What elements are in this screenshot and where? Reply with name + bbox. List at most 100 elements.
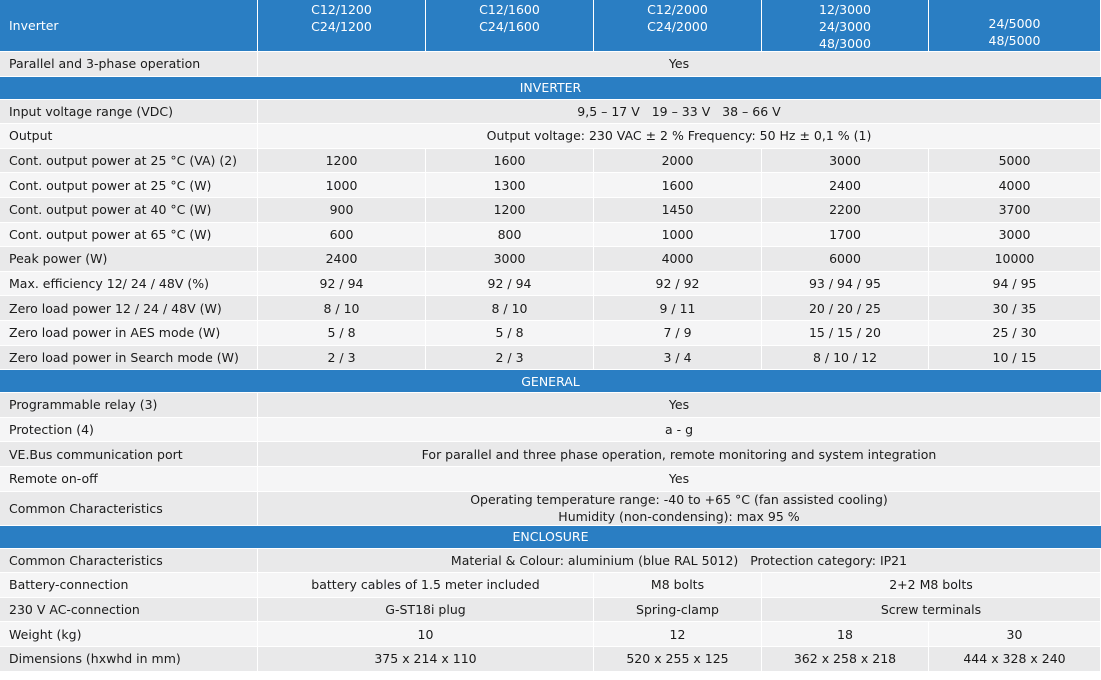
value-text: 1200 [493, 202, 526, 218]
row-label-text: Dimensions (hxwhd in mm) [9, 651, 181, 667]
value-cell: 5 / 8 [426, 321, 593, 345]
value-text: 2+2 M8 bolts [889, 577, 973, 593]
value-text: 10 / 15 [992, 349, 1037, 365]
model-name: C24/1600 [479, 19, 540, 34]
row-label-text: Output [9, 128, 53, 144]
row-label-text: Cont. output power at 25 °C (W) [9, 177, 212, 193]
value-cell: 92 / 94 [426, 271, 593, 296]
value-text: 6000 [829, 251, 861, 267]
model-header: 12/3000 24/3000 48/3000 [762, 0, 928, 51]
value-cell: 2 / 3 [426, 345, 593, 370]
value-text: 9 / 11 [659, 300, 696, 316]
value-text: 1600 [661, 177, 694, 193]
row-label: Battery-connection [0, 573, 257, 597]
value-cell: Yes [258, 393, 1100, 417]
section-header: ENCLOSURE [0, 525, 1101, 548]
value-cell: 1200 [426, 198, 593, 222]
row-label-text: Battery-connection [9, 577, 129, 593]
value-text: 1300 [493, 177, 526, 193]
value-cell: 4000 [929, 173, 1100, 197]
value-text: 3000 [998, 226, 1031, 242]
row-label-text: VE.Bus communication port [9, 446, 183, 462]
value-cell: 25 / 30 [929, 321, 1100, 345]
value-cell: 3000 [762, 148, 928, 173]
value-text: battery cables of 1.5 meter included [311, 577, 540, 593]
value-text: 444 x 328 x 240 [963, 651, 1066, 667]
value-cell: 2 / 3 [258, 345, 425, 370]
value-cell: 4000 [594, 247, 761, 271]
value-text: 1200 [325, 153, 358, 169]
value-cell: 7 / 9 [594, 321, 761, 345]
value-text: 2400 [325, 251, 358, 267]
value-text: 30 / 35 [992, 300, 1037, 316]
value-text: 93 / 94 / 95 [808, 276, 882, 292]
value-cell: 93 / 94 / 95 [762, 271, 928, 296]
value-cell: 8 / 10 [426, 296, 593, 320]
row-label-text: Programmable relay (3) [9, 397, 158, 413]
model-name: C24/2000 [647, 19, 708, 34]
model-name: C12/1200 [311, 2, 372, 17]
value-cell: 5000 [929, 148, 1100, 173]
row-label: Common Characteristics [0, 491, 257, 525]
value-cell: Yes [258, 52, 1100, 76]
value-cell: 2000 [594, 148, 761, 173]
value-cell: 800 [426, 222, 593, 247]
header-label: Inverter [0, 0, 257, 51]
value-text: 362 x 258 x 218 [793, 651, 897, 667]
value-text: 1600 [493, 153, 526, 169]
value-cell: 375 x 214 x 110 [258, 647, 593, 671]
value-text: 1000 [661, 226, 694, 242]
value-cell: 2200 [762, 198, 928, 222]
row-label-text: Common Characteristics [9, 552, 163, 568]
value-cell: 1600 [426, 148, 593, 173]
value-text: 1450 [661, 202, 694, 218]
row-label: Protection (4) [0, 417, 257, 442]
value-text: 18 [837, 626, 853, 642]
value-text: Yes [668, 397, 690, 413]
value-cell: 9,5 – 17 V 19 – 33 V 38 – 66 V [258, 99, 1100, 124]
value-cell: 444 x 328 x 240 [929, 647, 1100, 671]
value-text: 4000 [661, 251, 694, 267]
value-cell: 92 / 92 [594, 271, 761, 296]
value-cell: Yes [258, 467, 1100, 491]
value-text: Yes [668, 471, 690, 487]
value-text: 4000 [998, 177, 1031, 193]
value-text: 12 [669, 626, 686, 642]
value-cell: 10 / 15 [929, 345, 1100, 370]
row-label-text: Zero load power in Search mode (W) [9, 349, 239, 365]
model-name: C12/2000 [647, 2, 708, 17]
value-cell: 30 / 35 [929, 296, 1100, 320]
value-cell: For parallel and three phase operation, … [258, 442, 1100, 466]
value-cell: 520 x 255 x 125 [594, 647, 761, 671]
value-cell: 900 [258, 198, 425, 222]
value-text: 1700 [829, 226, 861, 242]
value-cell: G-ST18i plug [258, 597, 593, 622]
row-label: Zero load power in Search mode (W) [0, 345, 257, 370]
row-label: Max. efficiency 12/ 24 / 48V (%) [0, 271, 257, 296]
value-cell: Operating temperature range: -40 to +65 … [258, 491, 1100, 525]
value-text: 94 / 95 [992, 276, 1037, 292]
value-text: 520 x 255 x 125 [626, 651, 729, 667]
value-cell: 3 / 4 [594, 345, 761, 370]
value-cell: 1700 [762, 222, 928, 247]
value-cell: 20 / 20 / 25 [762, 296, 928, 320]
row-label-text: Weight (kg) [9, 626, 82, 642]
header-text: Inverter [9, 18, 59, 33]
value-text: Screw terminals [880, 602, 982, 618]
row-label: Cont. output power at 25 °C (VA) (2) [0, 148, 257, 173]
value-text: 600 [329, 226, 354, 242]
value-cell: 5 / 8 [258, 321, 425, 345]
value-text: 92 / 92 [655, 276, 700, 292]
row-label: Cont. output power at 25 °C (W) [0, 173, 257, 197]
model-name: 24/5000 [988, 16, 1041, 31]
row-label: 230 V AC-connection [0, 597, 257, 622]
value-cell: 6000 [762, 247, 928, 271]
row-label-text: Cont. output power at 25 °C (VA) (2) [9, 153, 238, 169]
value-cell: Spring-clamp [594, 597, 761, 622]
row-label-text: Peak power (W) [9, 251, 108, 267]
row-label: Input voltage range (VDC) [0, 99, 257, 124]
value-cell: 92 / 94 [258, 271, 425, 296]
value-text: 20 / 20 / 25 [808, 300, 882, 316]
value-text: 7 / 9 [663, 325, 692, 341]
row-label-text: Protection (4) [9, 422, 94, 438]
